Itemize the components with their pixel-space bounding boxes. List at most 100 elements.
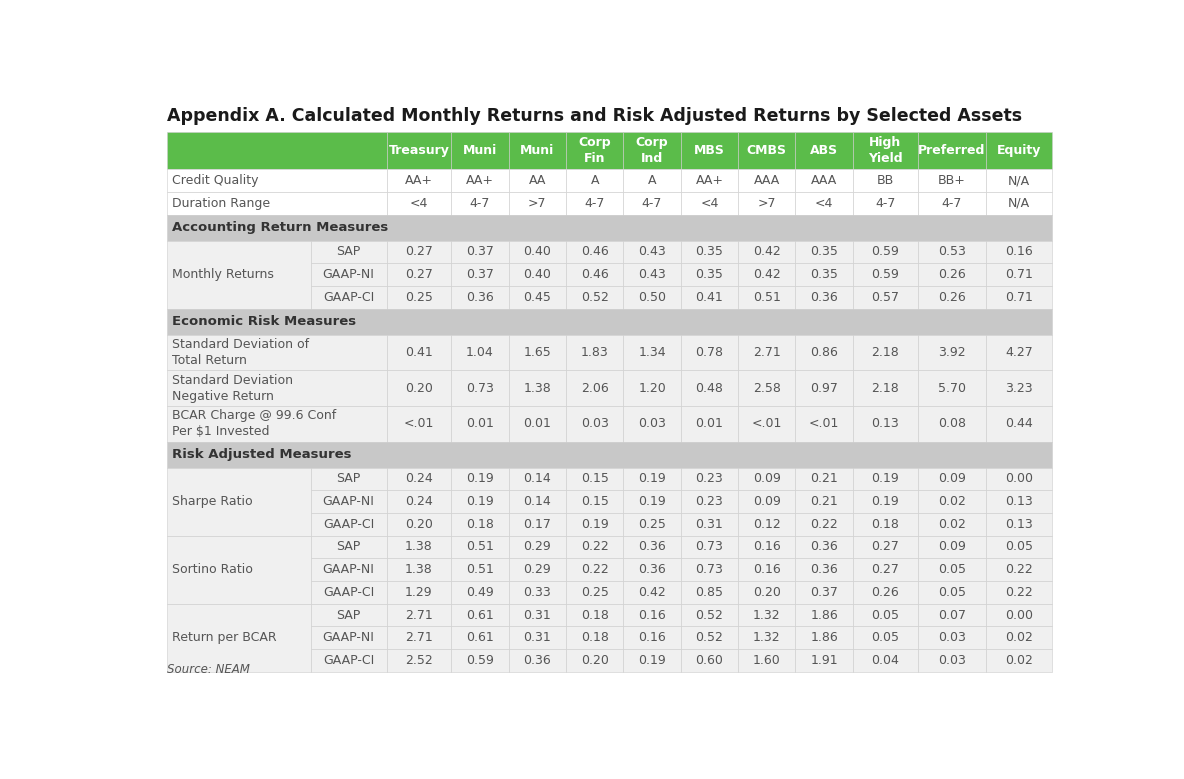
Text: 1.60: 1.60	[753, 654, 780, 667]
Bar	[451, 626, 509, 649]
Text: 0.37: 0.37	[466, 245, 494, 259]
Bar	[509, 559, 566, 581]
Bar	[986, 286, 1051, 308]
Bar	[310, 467, 387, 490]
Bar	[852, 467, 918, 490]
Bar	[387, 604, 451, 626]
Text: 0.18: 0.18	[581, 608, 609, 622]
Bar	[387, 132, 451, 169]
Bar	[566, 581, 624, 604]
Bar	[796, 192, 852, 215]
Text: 0.07: 0.07	[938, 608, 966, 622]
Text: 0.51: 0.51	[753, 291, 780, 304]
Text: 5.70: 5.70	[938, 382, 966, 395]
Bar	[796, 169, 852, 192]
Text: 0.61: 0.61	[466, 631, 494, 644]
Bar	[624, 169, 681, 192]
Bar	[738, 536, 796, 559]
Text: 0.50: 0.50	[638, 291, 667, 304]
Bar	[624, 513, 681, 536]
Bar	[681, 192, 738, 215]
Bar	[624, 581, 681, 604]
Text: 0.18: 0.18	[871, 518, 899, 530]
Bar	[852, 132, 918, 169]
Bar	[566, 335, 624, 370]
Bar	[387, 513, 451, 536]
Text: 0.20: 0.20	[753, 586, 780, 599]
Text: 0.13: 0.13	[1005, 495, 1032, 508]
Text: 1.65: 1.65	[523, 346, 552, 359]
Bar	[167, 335, 387, 370]
Text: 4-7: 4-7	[941, 197, 961, 210]
Bar	[796, 513, 852, 536]
Text: 0.19: 0.19	[871, 472, 899, 485]
Text: 0.14: 0.14	[523, 472, 552, 485]
Bar	[387, 490, 451, 513]
Bar	[986, 581, 1051, 604]
Text: <4: <4	[410, 197, 429, 210]
Text: 0.14: 0.14	[523, 495, 552, 508]
Text: SAP: SAP	[336, 245, 361, 259]
Text: 0.05: 0.05	[871, 631, 899, 644]
Text: GAAP-CI: GAAP-CI	[323, 291, 374, 304]
Bar	[624, 536, 681, 559]
Bar	[796, 132, 852, 169]
Bar	[509, 263, 566, 286]
Bar	[451, 604, 509, 626]
Text: 0.53: 0.53	[938, 245, 966, 259]
Bar	[681, 335, 738, 370]
Bar	[624, 649, 681, 671]
Bar	[451, 649, 509, 671]
Bar	[738, 132, 796, 169]
Bar	[451, 169, 509, 192]
Text: Sortino Ratio: Sortino Ratio	[172, 563, 253, 576]
Bar	[681, 132, 738, 169]
Text: 0.57: 0.57	[871, 291, 899, 304]
Bar	[624, 132, 681, 169]
Bar	[738, 467, 796, 490]
Text: 0.22: 0.22	[1005, 586, 1032, 599]
Bar	[387, 169, 451, 192]
Text: 0.36: 0.36	[810, 541, 838, 553]
Bar	[796, 406, 852, 442]
Text: 0.27: 0.27	[871, 541, 899, 553]
Text: 2.52: 2.52	[405, 654, 433, 667]
Bar	[387, 649, 451, 671]
Text: 1.38: 1.38	[405, 563, 433, 576]
Bar	[986, 649, 1051, 671]
Text: 0.42: 0.42	[753, 245, 780, 259]
Text: 0.21: 0.21	[810, 472, 838, 485]
Bar	[509, 132, 566, 169]
Text: >7: >7	[758, 197, 776, 210]
Bar	[566, 286, 624, 308]
Text: 2.71: 2.71	[405, 608, 433, 622]
Text: 0.35: 0.35	[695, 268, 723, 281]
Text: 0.59: 0.59	[466, 654, 494, 667]
Bar	[310, 649, 387, 671]
Text: A: A	[648, 174, 656, 187]
Text: 2.06: 2.06	[581, 382, 609, 395]
Text: 0.42: 0.42	[638, 586, 665, 599]
Text: 0.20: 0.20	[405, 382, 433, 395]
Bar	[796, 467, 852, 490]
Text: 0.01: 0.01	[695, 418, 723, 430]
Bar	[796, 263, 852, 286]
Text: 4-7: 4-7	[470, 197, 490, 210]
Text: N/A: N/A	[1008, 197, 1030, 210]
Text: <4: <4	[700, 197, 719, 210]
Bar	[796, 581, 852, 604]
Text: 2.71: 2.71	[405, 631, 433, 644]
Bar	[167, 370, 387, 406]
Text: 0.33: 0.33	[523, 586, 552, 599]
Text: AAA: AAA	[811, 174, 837, 187]
Text: 0.36: 0.36	[638, 563, 665, 576]
Bar	[387, 559, 451, 581]
Bar	[566, 406, 624, 442]
Text: 0.46: 0.46	[581, 268, 609, 281]
Text: 0.37: 0.37	[466, 268, 494, 281]
Text: 0.19: 0.19	[871, 495, 899, 508]
Text: 0.16: 0.16	[638, 608, 665, 622]
Text: 0.40: 0.40	[523, 245, 552, 259]
Bar	[566, 604, 624, 626]
Bar	[624, 626, 681, 649]
